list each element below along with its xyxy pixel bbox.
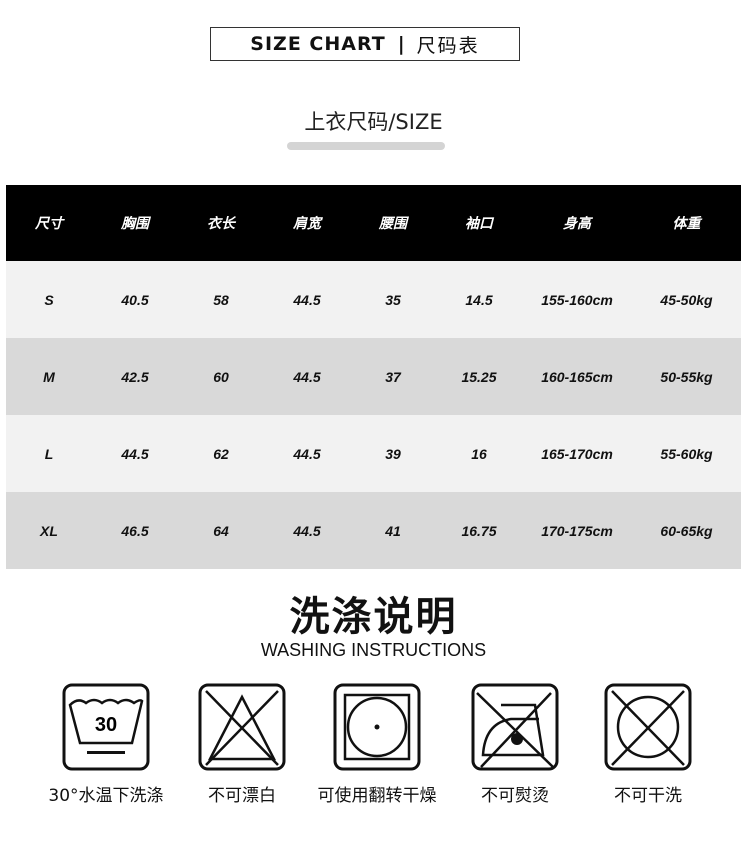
table-cell: 50-55kg: [632, 338, 741, 415]
table-row: L 44.5 62 44.5 39 16 165-170cm 55-60kg: [6, 415, 741, 492]
washing-title: 洗涤说明: [289, 594, 458, 640]
column-header: 肩宽: [264, 185, 350, 261]
table-cell: 64: [178, 492, 264, 569]
table-cell: 40.5: [92, 261, 178, 338]
table-header-row: 尺寸 胸围 衣长 肩宽 腰围 袖口 身高 体重: [6, 185, 741, 261]
table-cell: 35: [350, 261, 436, 338]
table-cell: 41: [350, 492, 436, 569]
no-iron-icon: [471, 683, 559, 771]
column-header: 尺寸: [6, 185, 92, 261]
table-cell: 155-160cm: [522, 261, 632, 338]
column-header: 身高: [522, 185, 632, 261]
table-cell: 44.5: [92, 415, 178, 492]
subtitle-underline: [287, 142, 445, 150]
table-cell: 160-165cm: [522, 338, 632, 415]
table-cell: XL: [6, 492, 92, 569]
table-cell: 58: [178, 261, 264, 338]
table-cell: 60-65kg: [632, 492, 741, 569]
table-row: XL 46.5 64 44.5 41 16.75 170-175cm 60-65kg: [6, 492, 741, 569]
table-cell: 170-175cm: [522, 492, 632, 569]
table-cell: 37: [350, 338, 436, 415]
table-cell: 16: [436, 415, 522, 492]
table-cell: S: [6, 261, 92, 338]
wash-label: 30°水温下洗涤: [48, 786, 164, 806]
no-dry-clean-label: 不可干洗: [614, 786, 682, 806]
size-chart-header: SIZE CHART | 尺码表: [210, 27, 520, 61]
column-header: 体重: [632, 185, 741, 261]
no-bleach-icon: [198, 683, 286, 771]
header-separator: |: [397, 33, 405, 55]
no-iron-label: 不可熨烫: [481, 786, 549, 806]
header-title-en: SIZE CHART: [250, 33, 386, 55]
section-subtitle: 上衣尺码/SIZE: [304, 110, 443, 134]
table-cell: 44.5: [264, 415, 350, 492]
size-table: 尺寸 胸围 衣长 肩宽 腰围 袖口 身高 体重 S 40.5 58 44.5 35 14.5 155-16…: [6, 185, 741, 569]
column-header: 胸围: [92, 185, 178, 261]
table-cell: 62: [178, 415, 264, 492]
no-bleach-label: 不可漂白: [208, 786, 276, 806]
table-cell: 60: [178, 338, 264, 415]
table-cell: M: [6, 338, 92, 415]
table-cell: L: [6, 415, 92, 492]
table-cell: 42.5: [92, 338, 178, 415]
column-header: 衣长: [178, 185, 264, 261]
no-dry-clean-icon: [604, 683, 692, 771]
header-title-cn: 尺码表: [416, 34, 480, 57]
table-cell: 45-50kg: [632, 261, 741, 338]
table-cell: 44.5: [264, 492, 350, 569]
table-cell: 16.75: [436, 492, 522, 569]
table-cell: 44.5: [264, 338, 350, 415]
table-row: S 40.5 58 44.5 35 14.5 155-160cm 45-50kg: [6, 261, 741, 338]
column-header: 袖口: [436, 185, 522, 261]
svg-text:30: 30: [95, 714, 117, 736]
table-cell: 55-60kg: [632, 415, 741, 492]
column-header: 腰围: [350, 185, 436, 261]
table-cell: 14.5: [436, 261, 522, 338]
table-cell: 39: [350, 415, 436, 492]
table-cell: 15.25: [436, 338, 522, 415]
washing-subtitle: WASHING INSTRUCTIONS: [260, 640, 487, 660]
table-cell: 165-170cm: [522, 415, 632, 492]
table-cell: 44.5: [264, 261, 350, 338]
wash-30-icon: 30: [62, 683, 150, 771]
table-cell: 46.5: [92, 492, 178, 569]
tumble-dry-icon: [333, 683, 421, 771]
tumble-dry-label: 可使用翻转干燥: [317, 786, 437, 806]
table-row: M 42.5 60 44.5 37 15.25 160-165cm 50-55kg: [6, 338, 741, 415]
